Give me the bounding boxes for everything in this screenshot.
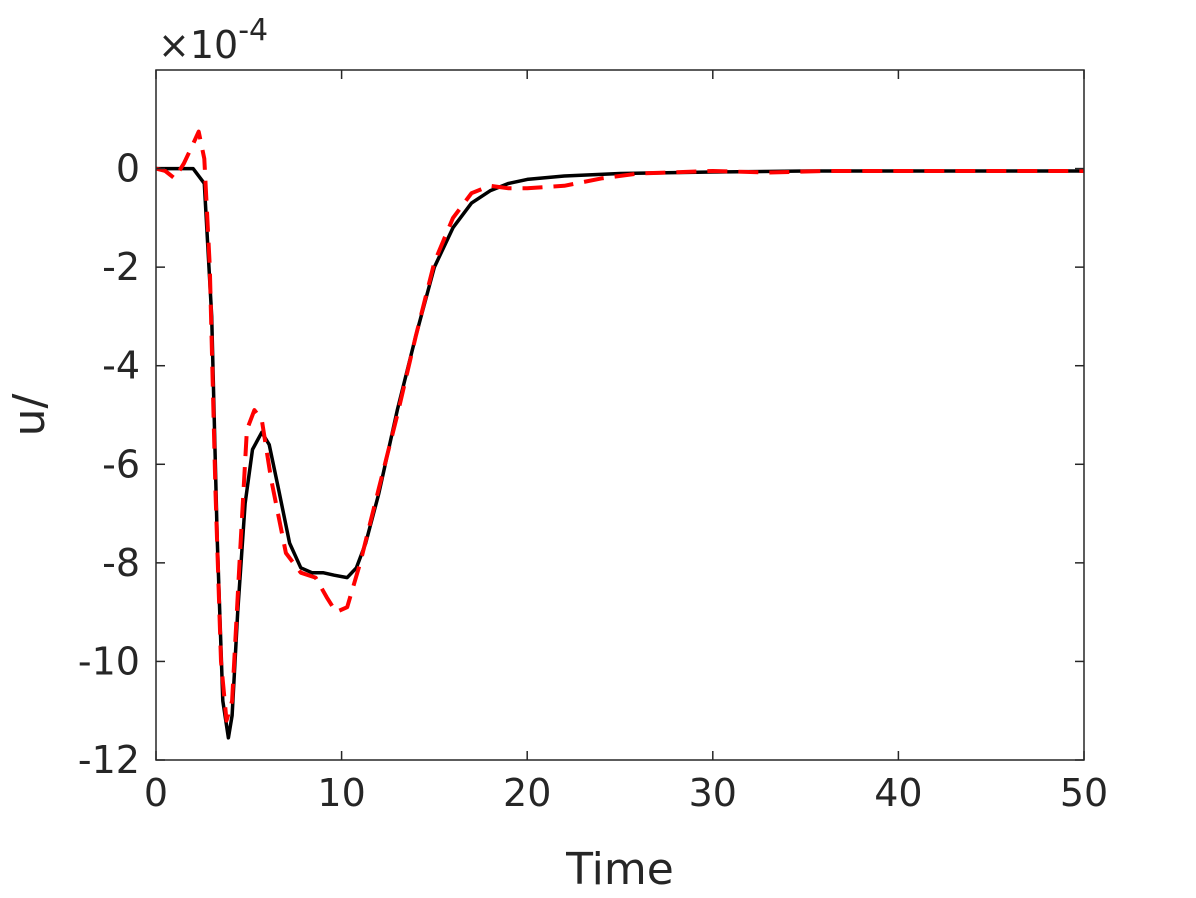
x-tick-label: 0 (144, 771, 168, 815)
series-layer (155, 129, 1084, 740)
x-tick-label: 30 (689, 771, 737, 815)
plot-box (155, 69, 1085, 761)
y-axis-ticks: 0 -2 -4 -6 -8 -10 -12 (78, 147, 1084, 782)
x-tick-label: 40 (874, 771, 922, 815)
y-tick-label: 0 (116, 147, 140, 191)
y-tick-label: -6 (102, 442, 140, 486)
y-axis-exponent: ×10-4 (158, 13, 268, 67)
exponent-power: -4 (238, 13, 268, 48)
plot-background (156, 70, 1084, 760)
y-tick-label: -12 (78, 738, 140, 782)
y-tick-label: -4 (102, 344, 140, 388)
x-tick-label: 50 (1060, 771, 1108, 815)
y-tick-label: -10 (78, 639, 140, 683)
y-tick-label: -8 (102, 541, 140, 585)
exponent-base: ×10 (158, 23, 238, 67)
x-tick-label: 20 (503, 771, 551, 815)
series-line-dashed-red (155, 129, 1084, 723)
y-tick-label: -2 (102, 245, 140, 289)
y-axis-label: u/ (4, 393, 55, 436)
x-axis-ticks: 0 10 20 30 40 50 (144, 70, 1108, 815)
x-tick-label: 10 (317, 771, 365, 815)
x-axis-label: Time (565, 844, 674, 895)
